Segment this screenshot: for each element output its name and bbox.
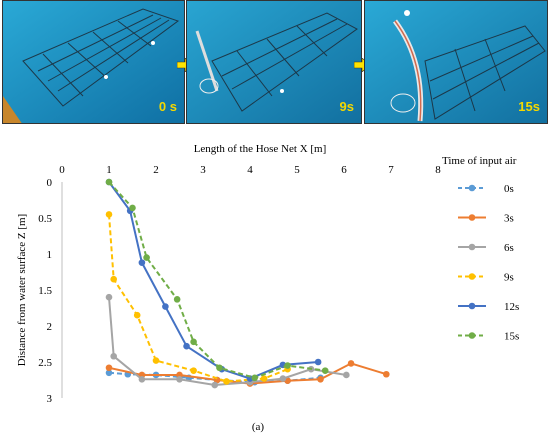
legend-label: 3s bbox=[504, 213, 514, 225]
y-axis-title: Distance from water surface Z [m] bbox=[16, 214, 28, 366]
data-point bbox=[105, 211, 113, 218]
legend: 0s 3s 6s 9s 12s 15s bbox=[458, 183, 519, 343]
photo-0s: 0 s bbox=[2, 0, 185, 124]
data-point bbox=[183, 342, 190, 350]
y-tick-label: 3 bbox=[47, 393, 53, 405]
x-tick-label: 3 bbox=[200, 164, 206, 176]
photo-time-label: 15s bbox=[518, 99, 540, 114]
legend-item-9s: 9s bbox=[458, 272, 514, 284]
series-line bbox=[108, 181, 319, 380]
net-photo-9s bbox=[187, 1, 361, 123]
legend-marker bbox=[468, 214, 476, 221]
data-point bbox=[110, 275, 117, 283]
data-point bbox=[105, 293, 113, 301]
x-tick-label: 4 bbox=[247, 164, 253, 176]
y-tick-label: 2 bbox=[47, 321, 53, 333]
data-point bbox=[190, 367, 197, 374]
legend-item-0s: 0s bbox=[458, 183, 514, 195]
data-series bbox=[105, 178, 390, 389]
x-tick-label: 1 bbox=[106, 164, 112, 176]
legend-label: 6s bbox=[504, 242, 514, 254]
x-tick-label: 7 bbox=[388, 164, 394, 176]
data-point bbox=[343, 371, 350, 379]
legend-item-12s: 12s bbox=[458, 301, 519, 313]
series-6s bbox=[105, 293, 350, 389]
series-15s bbox=[105, 178, 329, 382]
data-point bbox=[216, 364, 223, 372]
data-point bbox=[129, 204, 136, 212]
legend-marker bbox=[468, 243, 476, 251]
data-point bbox=[138, 259, 146, 266]
data-point bbox=[105, 369, 113, 377]
x-tick-label: 2 bbox=[153, 164, 159, 176]
data-point bbox=[317, 375, 324, 383]
series-9s bbox=[105, 211, 291, 385]
x-tick-label: 6 bbox=[341, 164, 347, 176]
net-photo-15s bbox=[365, 1, 547, 123]
x-tick-label: 8 bbox=[435, 164, 441, 176]
legend-item-15s: 15s bbox=[458, 331, 519, 343]
data-point bbox=[347, 360, 355, 367]
y-axis-ticks: 0 0.5 1 1.5 2 2.5 3 bbox=[38, 177, 52, 405]
data-point bbox=[143, 254, 150, 261]
data-point bbox=[314, 358, 322, 366]
legend-marker bbox=[468, 302, 476, 310]
data-point bbox=[284, 362, 291, 369]
y-tick-label: 2.5 bbox=[38, 357, 52, 369]
data-point bbox=[251, 374, 258, 382]
y-tick-label: 0.5 bbox=[38, 213, 52, 225]
data-point bbox=[152, 357, 160, 364]
y-tick-label: 1.5 bbox=[38, 285, 52, 297]
x-tick-label: 0 bbox=[59, 164, 65, 176]
data-point bbox=[211, 381, 219, 389]
x-axis-ticks: 0 1 2 3 4 5 6 7 8 bbox=[59, 164, 441, 176]
data-point bbox=[162, 303, 169, 310]
x-tick-label: 5 bbox=[294, 164, 300, 176]
data-point bbox=[105, 364, 113, 372]
legend-item-3s: 3s bbox=[458, 213, 514, 225]
photo-9s: 9s bbox=[186, 0, 362, 124]
legend-label: 15s bbox=[504, 331, 519, 343]
series-line bbox=[108, 214, 288, 383]
legend-label: 9s bbox=[504, 272, 514, 284]
data-point bbox=[279, 375, 287, 382]
data-point bbox=[105, 178, 113, 186]
x-axis-title: Length of the Hose Net X [m] bbox=[194, 143, 327, 155]
data-point bbox=[190, 338, 197, 346]
data-point bbox=[223, 378, 230, 385]
data-point bbox=[173, 296, 181, 303]
series-line bbox=[108, 181, 326, 379]
y-tick-label: 0 bbox=[47, 177, 53, 189]
data-point bbox=[133, 311, 141, 319]
series-12s bbox=[105, 178, 322, 382]
y-tick-label: 1 bbox=[47, 249, 53, 261]
net-photo-0s bbox=[3, 1, 184, 123]
legend-marker bbox=[468, 273, 476, 280]
data-point bbox=[176, 375, 183, 383]
legend-label: 12s bbox=[504, 301, 519, 313]
data-point bbox=[383, 370, 390, 378]
figure-caption: (a) bbox=[252, 421, 265, 433]
photo-time-label: 9s bbox=[339, 99, 354, 114]
photo-time-label: 0 s bbox=[158, 99, 177, 114]
legend-title: Time of input air bbox=[442, 155, 517, 167]
legend-label: 0s bbox=[504, 183, 514, 195]
hose-net-chart: Length of the Hose Net X [m] 0 1 2 3 4 5 6 7 8 0… bbox=[16, 143, 519, 433]
legend-marker bbox=[468, 332, 476, 339]
data-point bbox=[321, 367, 329, 374]
legend-item-6s: 6s bbox=[458, 242, 514, 254]
data-point bbox=[260, 375, 268, 382]
data-point bbox=[110, 352, 117, 360]
legend-marker bbox=[468, 184, 476, 192]
photo-15s: 15s bbox=[364, 0, 548, 124]
data-point bbox=[138, 375, 146, 383]
